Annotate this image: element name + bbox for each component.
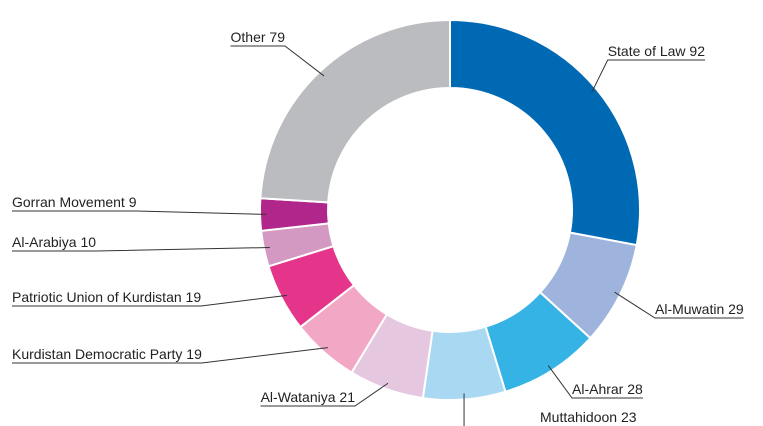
segment-value: 92 bbox=[689, 43, 705, 59]
segment-name: Patriotic Union of Kurdistan bbox=[12, 289, 182, 305]
segment-name: Kurdistan Democratic Party bbox=[12, 346, 182, 362]
segment-value: 29 bbox=[728, 301, 744, 317]
leader-line bbox=[12, 247, 270, 252]
segment-value: 19 bbox=[186, 289, 202, 305]
donut-segment bbox=[449, 18, 641, 247]
segment-label: Al-Ahrar 28 bbox=[572, 381, 643, 397]
segment-value: 21 bbox=[339, 389, 355, 405]
segment-name: Al-Ahrar bbox=[572, 381, 624, 397]
leader-line bbox=[591, 59, 705, 93]
segment-label: Other 79 bbox=[231, 29, 286, 45]
leader-line bbox=[260, 382, 389, 407]
segment-value: 23 bbox=[621, 409, 637, 425]
leader-line bbox=[12, 210, 267, 215]
segment-value: 79 bbox=[269, 29, 285, 45]
segment-name: Muttahidoon bbox=[540, 409, 617, 425]
leader-line bbox=[547, 365, 643, 399]
segment-value: 19 bbox=[186, 346, 202, 362]
segment-name: Other bbox=[231, 29, 266, 45]
segment-name: Gorran Movement bbox=[12, 194, 125, 210]
segment-label: State of Law 92 bbox=[608, 43, 706, 59]
donut-segment bbox=[259, 18, 451, 204]
segment-name: Al-Wataniya bbox=[261, 389, 336, 405]
segment-name: Al-Muwatin bbox=[655, 301, 724, 317]
leader-line bbox=[230, 45, 325, 77]
segment-label: Muttahidoon 23 bbox=[540, 409, 637, 425]
segment-label: Kurdistan Democratic Party 19 bbox=[12, 346, 202, 362]
leader-line bbox=[12, 347, 328, 364]
leader-line bbox=[614, 291, 744, 319]
segment-name: State of Law bbox=[608, 43, 687, 59]
segment-label: Gorran Movement 9 bbox=[12, 194, 137, 210]
segment-name: Al-Arabiya bbox=[12, 234, 77, 250]
segment-value: 28 bbox=[627, 381, 643, 397]
segment-label: Al-Muwatin 29 bbox=[655, 301, 744, 317]
leader-line bbox=[12, 294, 288, 307]
segment-value: 9 bbox=[129, 194, 137, 210]
segment-label: Al-Wataniya 21 bbox=[261, 389, 356, 405]
segment-label: Al-Arabiya 10 bbox=[12, 234, 96, 250]
segment-label: Patriotic Union of Kurdistan 19 bbox=[12, 289, 201, 305]
segment-value: 10 bbox=[80, 234, 96, 250]
